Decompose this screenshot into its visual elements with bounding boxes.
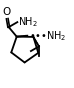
Text: NH$_2$: NH$_2$ — [18, 15, 38, 29]
Text: •••NH$_2$: •••NH$_2$ — [29, 29, 66, 43]
Text: O: O — [3, 7, 11, 17]
